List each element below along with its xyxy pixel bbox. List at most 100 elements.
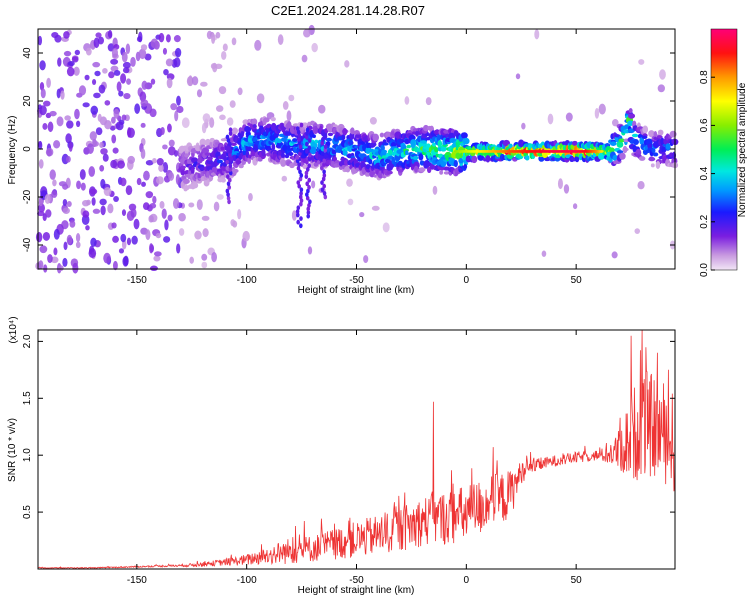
spectrogram-cell (201, 147, 210, 154)
spectrogram-cell (242, 230, 250, 242)
spectrogram-cell (100, 205, 106, 216)
spectrogram-cell (354, 134, 362, 139)
spectrogram-cell (462, 137, 470, 145)
spectrogram-cell (295, 126, 300, 131)
spectrogram-cell (118, 90, 124, 97)
spectrogram-cell (320, 165, 324, 171)
spectrogram-cell (71, 56, 79, 63)
spectrogram-cell (184, 173, 192, 178)
spectrogram-cell (99, 164, 105, 172)
spectrogram-cell (651, 147, 656, 153)
spectrogram-cell (231, 37, 237, 46)
spectrogram-cell (63, 31, 70, 39)
spectrogram-cell (88, 166, 96, 177)
spectrogram-cell (248, 193, 253, 202)
spectrogram-cell (342, 127, 348, 136)
spectrogram-cell (453, 130, 459, 136)
spectrogram-cell (174, 110, 179, 122)
spectrogram-cell (622, 145, 628, 154)
spectrogram-cell (322, 169, 326, 175)
spectrogram-cell (390, 142, 397, 147)
spectrogram-cell (443, 171, 450, 175)
spectrogram-cell (37, 35, 43, 46)
snr-y-label: SNR (10 * v/v) (7, 418, 18, 482)
spectrogram-cell (170, 103, 178, 111)
spectrogram-cell (229, 100, 236, 108)
spectrogram-cell (308, 152, 312, 158)
spectrogram-cell (299, 191, 303, 196)
spectrogram-cell (111, 116, 116, 124)
spectrogram-cell (302, 122, 308, 128)
spectrogram-cell (136, 36, 143, 42)
spectrogram-cell (182, 178, 190, 184)
spectrogram-cell (404, 150, 409, 156)
spectrogram-cell (121, 114, 127, 121)
snr-y-tick-label: 1.0 (22, 448, 33, 462)
spectrogram-cell (221, 50, 227, 60)
spectrogram-cell (76, 180, 82, 190)
spectrogram-cell (270, 117, 276, 122)
spectrogram-cell (256, 93, 265, 104)
spectrogram-cell (612, 154, 618, 162)
spectrogram-cell (297, 140, 302, 146)
spectrogram-cell (98, 84, 106, 94)
spectrogram-cell (323, 194, 328, 200)
spectrogram-cell (386, 170, 393, 175)
spectrogram-cell (440, 147, 446, 152)
spectrogram-cell (45, 147, 54, 157)
spectrogram-cell (143, 170, 150, 181)
spectrogram-cell (327, 132, 334, 137)
spectrogram-cell (638, 156, 646, 161)
spectrogram-cell (199, 166, 205, 172)
spectrogram-cell (439, 166, 445, 171)
spectrogram-cell (270, 122, 277, 131)
spectrogram-cell (152, 158, 157, 164)
spectrogram-cell (359, 211, 365, 218)
spectrogram-cell (320, 151, 325, 157)
spectrogram-cell (281, 175, 288, 182)
spectrogram-cell (642, 125, 649, 134)
spectrogram-cell (86, 143, 94, 155)
spectrogram-cell (111, 134, 117, 144)
spectrogram-cell (288, 94, 295, 102)
spectrogram-cell (149, 243, 154, 254)
spectrogram-cell (609, 141, 617, 146)
spectrogram-cell (207, 156, 213, 161)
spectrogram-cell (299, 122, 304, 128)
spectrogram-cell (298, 194, 303, 200)
spectrogram-cell (150, 38, 159, 49)
spectrogram-cell (657, 84, 665, 93)
spectrogram-cell (298, 144, 303, 150)
spectrogram-cell (305, 127, 310, 133)
spectrogram-x-tick-label: -100 (237, 275, 257, 286)
spectrogram-cell (611, 119, 619, 127)
spectrogram-cell (277, 34, 284, 45)
spectrogram-cell (657, 129, 664, 136)
spectrogram-cell (38, 159, 44, 169)
spectrogram-cell (141, 181, 146, 187)
spectrogram-cell (163, 68, 169, 76)
spectrogram-cell (131, 235, 138, 245)
spectrogram-cell (346, 178, 353, 187)
spectrogram-cell (660, 137, 665, 146)
spectrogram-cell (162, 144, 168, 150)
colorbar: 0.0 0.2 0.4 0.6 0.8 Normalized spectral ampl… (699, 28, 748, 277)
spectrogram-cell (47, 121, 54, 133)
spectrogram-cell (63, 241, 68, 251)
spectrogram-cell (158, 164, 164, 172)
spectrogram-cell (231, 168, 239, 174)
spectrogram-cell (215, 31, 221, 39)
spectrogram-cell (126, 78, 132, 85)
spectrogram-cell (37, 210, 45, 217)
spectrogram-cell (419, 140, 428, 144)
spectrogram-cell (381, 149, 388, 154)
spectrogram-cell (311, 180, 316, 189)
spectrogram-cell (140, 148, 146, 160)
spectrogram-cell (155, 232, 162, 239)
spectrogram-cell (247, 157, 252, 164)
spectrogram-cell (90, 105, 99, 115)
spectrogram-cell (404, 96, 410, 105)
spectrogram-cell (423, 160, 430, 169)
spectrogram-cell (216, 194, 224, 200)
spectrogram-cell (320, 140, 325, 146)
